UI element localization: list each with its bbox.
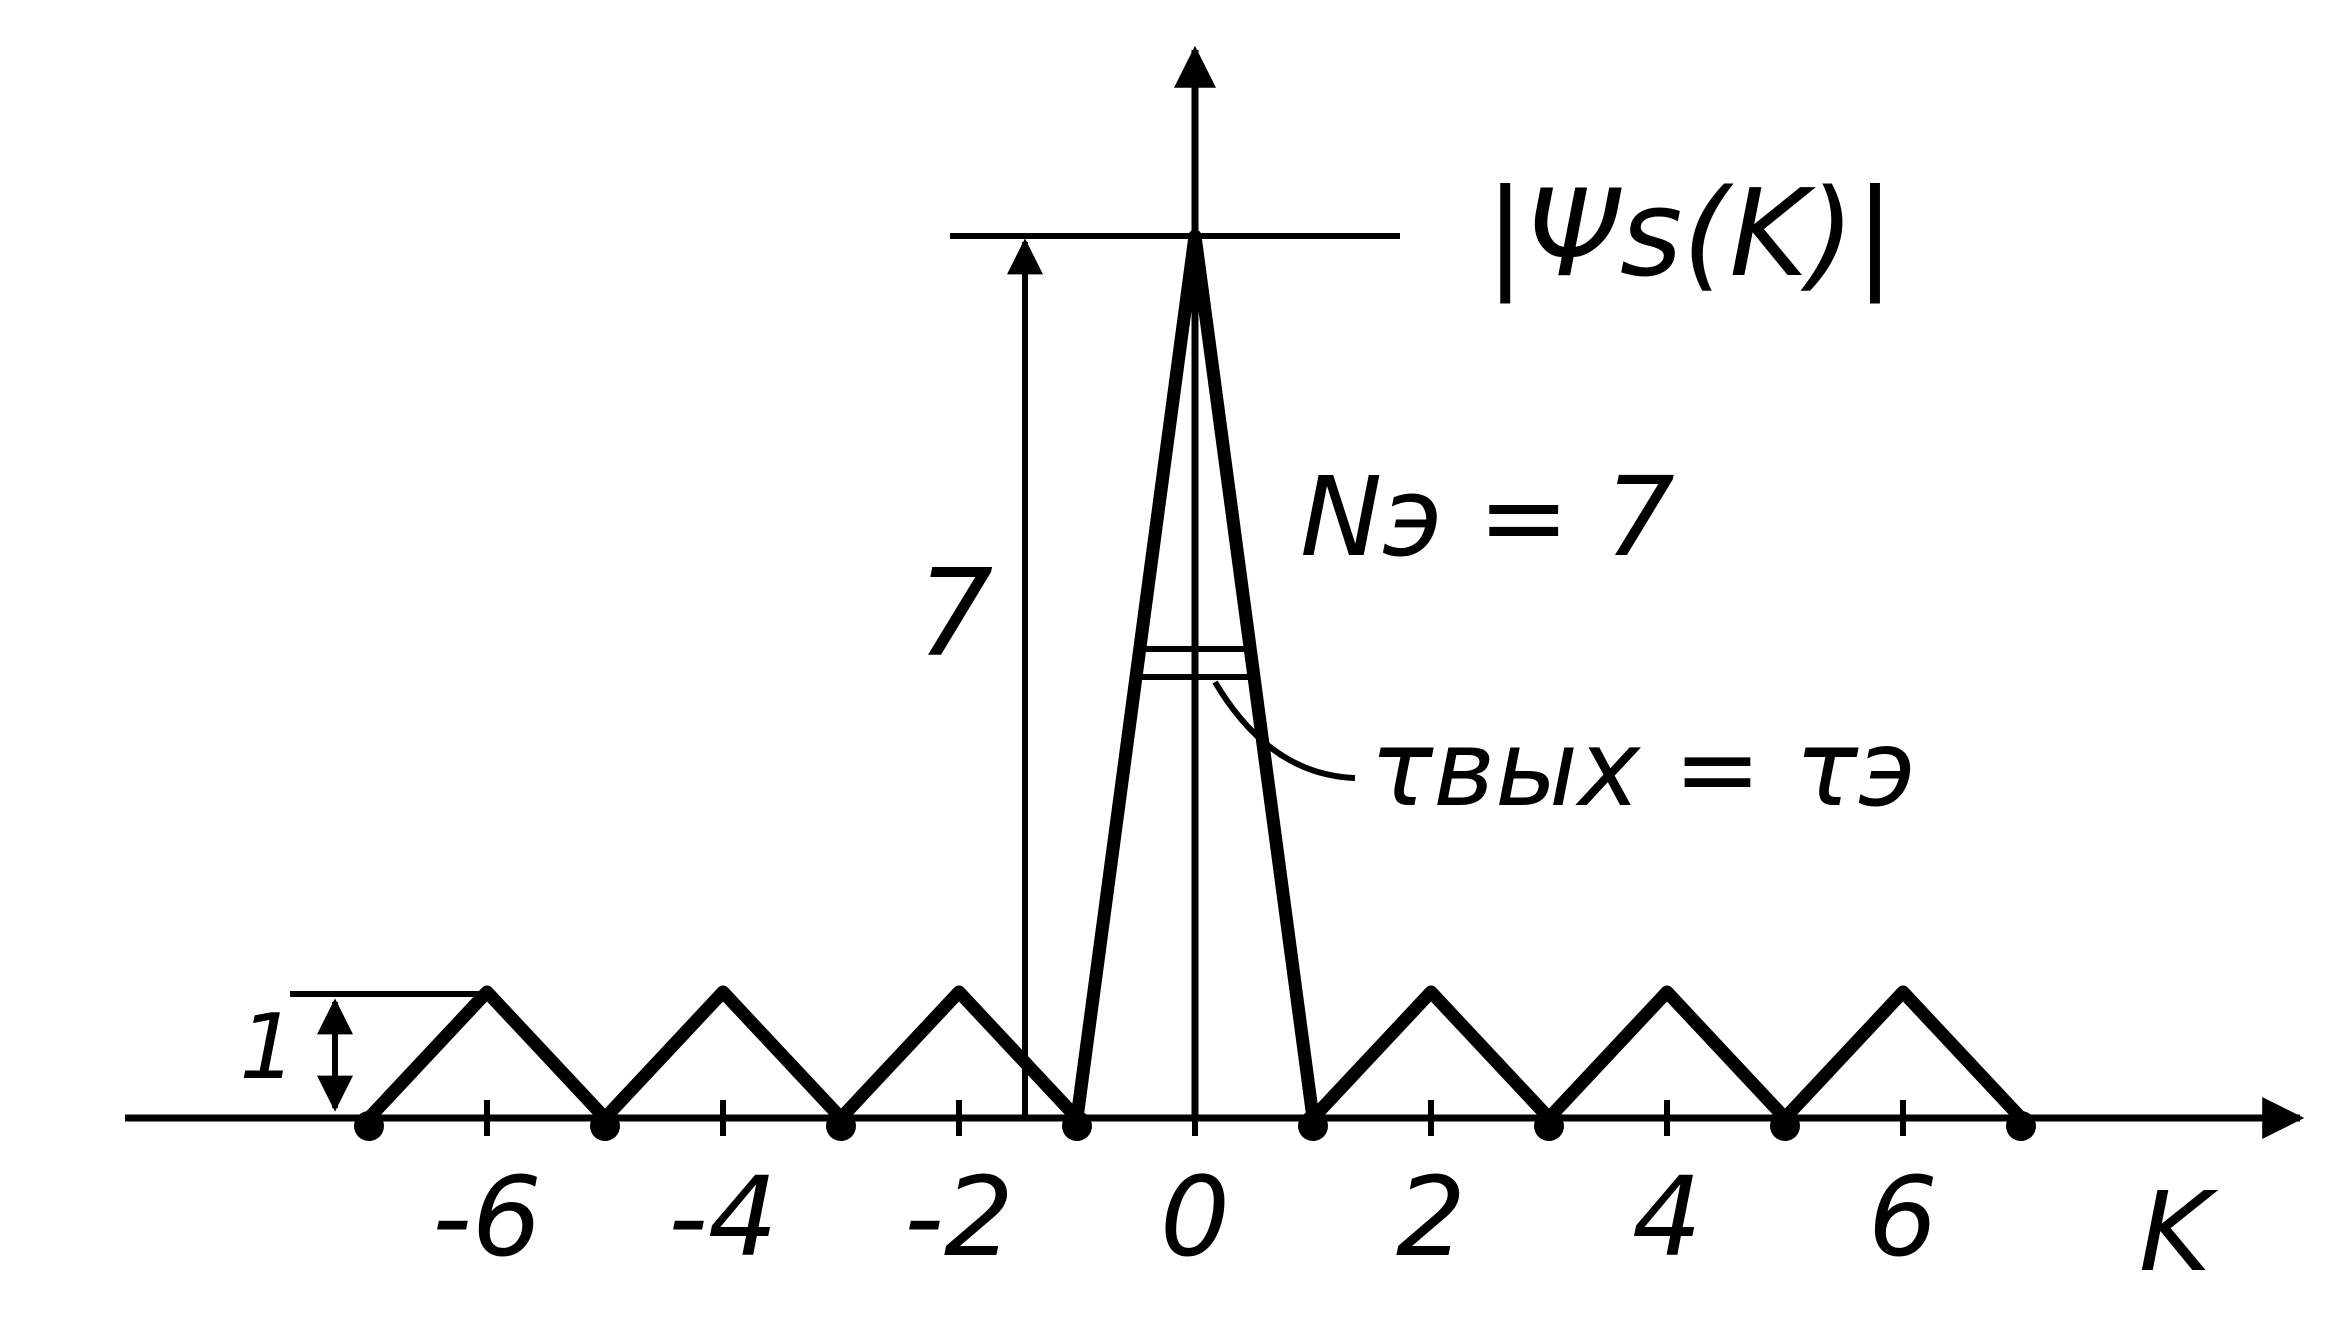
width-label: τвых = τэ xyxy=(1370,708,1916,830)
zero-point-3 xyxy=(1062,1111,1092,1141)
x-tick-labels: -6 -4 -2 0 2 4 6 xyxy=(432,1153,1938,1281)
x-tick-label-6: 6 xyxy=(1868,1153,1938,1281)
zero-points xyxy=(354,1111,2036,1141)
peak-value-label: 7 xyxy=(917,545,993,684)
x-tick-label-0: 0 xyxy=(1160,1153,1230,1281)
x-ticks xyxy=(484,1100,1906,1136)
y-axis-title: |Ψs(K)| xyxy=(1485,165,1895,304)
x-tick-label--6: -6 xyxy=(432,1153,542,1281)
width-leader-line xyxy=(1212,680,1356,781)
zero-point-2 xyxy=(826,1111,856,1141)
zero-point-0 xyxy=(354,1111,384,1141)
x-tick-label--4: -4 xyxy=(668,1153,778,1281)
x-tick-label-4: 4 xyxy=(1632,1153,1702,1281)
count-label: Nэ = 7 xyxy=(1300,453,1675,581)
x-tick-label-2: 2 xyxy=(1396,1153,1466,1281)
x-axis-title: K xyxy=(2139,1168,2219,1296)
zero-point-5 xyxy=(1534,1111,1564,1141)
annotations xyxy=(290,233,1400,1118)
x-tick-label--2: -2 xyxy=(904,1153,1014,1281)
zero-point-7 xyxy=(2006,1111,2036,1141)
sidelobe-value-label: 1 xyxy=(239,995,296,1100)
zero-point-1 xyxy=(590,1111,620,1141)
zero-point-6 xyxy=(1770,1111,1800,1141)
zero-point-4 xyxy=(1298,1111,1328,1141)
